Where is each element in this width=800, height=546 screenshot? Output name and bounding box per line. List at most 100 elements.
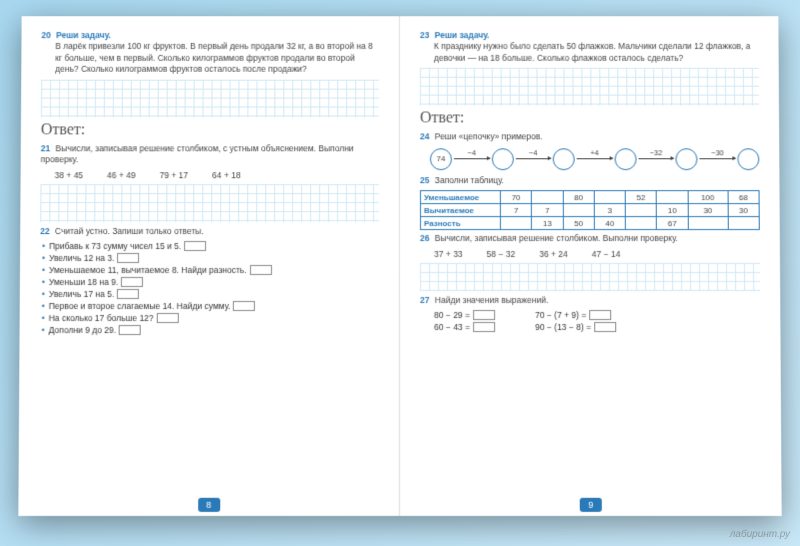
task-body: Найди значения выражений. — [435, 295, 549, 305]
page-right: 23 Реши задачу. К празднику нужно было с… — [400, 16, 782, 516]
work-grid — [420, 263, 760, 291]
task-num: 22 — [40, 226, 50, 236]
task-26: 26 Вычисли, записывая решение столбиком.… — [420, 233, 760, 244]
arrow-label: −30 — [711, 149, 724, 158]
bullet-icon: • — [42, 289, 45, 299]
chain-circle — [491, 148, 513, 170]
answer-label: Ответ: — [420, 110, 759, 128]
chain-circle — [737, 148, 759, 170]
table-cell: 7 — [500, 204, 531, 217]
arith-row: 38 + 45 46 + 49 79 + 17 64 + 18 — [55, 170, 380, 180]
task-num: 26 — [420, 233, 429, 243]
answer-box — [473, 322, 495, 332]
arrow-label: −4 — [467, 149, 476, 158]
book-spread: 20 Реши задачу. В ларёк привезли 100 кг … — [18, 16, 781, 516]
task-label: Реши задачу. — [435, 30, 490, 40]
chain-circle — [676, 148, 698, 170]
task-num: 24 — [420, 132, 429, 142]
table-row: Разность13504067 — [420, 217, 759, 230]
expr-row: 60 − 43 = 90 − (13 − 8) = — [434, 322, 760, 332]
table-cell: 7 — [532, 204, 563, 217]
answer-box — [233, 301, 255, 311]
table-cell: 100 — [688, 191, 728, 204]
table-cell: 13 — [532, 217, 563, 230]
mental-item: •Уменьши 18 на 9. — [42, 277, 379, 287]
expr: 60 − 43 = — [434, 322, 495, 332]
task-body: Считай устно. Запиши только ответы. — [55, 226, 204, 236]
mental-text: Прибавь к 73 сумму чисел 15 и 5. — [49, 241, 181, 251]
task-body: Вычисли, записывая решение столбиком. Вы… — [435, 233, 678, 243]
row-label: Вычитаемое — [420, 204, 500, 217]
arrow-label: +4 — [590, 149, 599, 158]
row-label: Уменьшаемое — [420, 191, 500, 204]
task-body: К празднику нужно было сделать 50 флажко… — [420, 41, 759, 64]
expr: 46 + 49 — [107, 170, 136, 180]
task-24: 24 Реши «цепочку» примеров. — [420, 132, 759, 143]
answer-box — [589, 310, 611, 320]
task-num: 27 — [420, 295, 429, 305]
fill-table: Уменьшаемое70805210068Вычитаемое77310303… — [420, 190, 760, 230]
table-cell: 80 — [563, 191, 594, 204]
chain-arrow: −30 — [700, 159, 736, 160]
answer-box — [157, 313, 179, 323]
chain-arrow: +4 — [577, 159, 613, 160]
expr: 90 − (13 − 8) = — [535, 322, 616, 332]
answer-box — [250, 265, 272, 275]
chain-circle — [553, 148, 575, 170]
page-number: 8 — [198, 498, 220, 512]
arrow-label: −4 — [529, 149, 538, 158]
table-cell: 3 — [594, 204, 625, 217]
table-cell: 30 — [688, 204, 728, 217]
task-body: Заполни таблицу. — [435, 175, 504, 185]
chain-arrow: −32 — [638, 159, 674, 160]
task-body: Вычисли, записывая решение столбиком, с … — [41, 143, 354, 164]
expr: 38 + 45 — [55, 170, 84, 180]
answer-box — [473, 310, 495, 320]
work-grid — [40, 184, 379, 222]
answer-box — [121, 277, 143, 287]
task-num: 23 — [420, 30, 429, 40]
expr-block: 80 − 29 = 70 − (7 + 9) = 60 − 43 = 90 − (13… — [434, 310, 760, 332]
expr: 64 + 18 — [212, 170, 241, 180]
bullet-icon: • — [42, 313, 45, 323]
answer-box — [594, 322, 616, 332]
chain-arrow: −4 — [515, 159, 551, 160]
task-label: Реши задачу. — [56, 30, 111, 40]
table-cell — [728, 217, 759, 230]
work-grid — [41, 80, 379, 118]
mental-text: Уменьши 18 на 9. — [49, 277, 118, 287]
mental-item: •Первое и второе слагаемые 14. Найди сум… — [42, 301, 379, 311]
expr: 79 + 17 — [160, 170, 189, 180]
bullet-icon: • — [42, 241, 45, 251]
bullet-icon: • — [42, 253, 45, 263]
table-row: Вычитаемое773103030 — [420, 204, 759, 217]
task-23: 23 Реши задачу. К празднику нужно было с… — [420, 30, 759, 64]
expr-row: 80 − 29 = 70 − (7 + 9) = — [434, 310, 760, 320]
task-27: 27 Найди значения выражений. — [420, 295, 760, 306]
mental-item: • Прибавь к 73 сумму чисел 15 и 5. — [42, 241, 379, 251]
task-num: 21 — [41, 143, 51, 153]
chain-circle: 74 — [430, 148, 452, 170]
expr: 36 + 24 — [539, 249, 568, 259]
expr: 37 + 33 — [434, 249, 463, 259]
table-cell — [688, 217, 728, 230]
page-left: 20 Реши задачу. В ларёк привезли 100 кг … — [18, 16, 400, 516]
expr: 47 − 14 — [592, 249, 621, 259]
mental-text: Первое и второе слагаемые 14. Найди сумм… — [49, 301, 231, 311]
page-number: 9 — [580, 498, 602, 512]
arrow-label: −32 — [650, 149, 663, 158]
task-body: Реши «цепочку» примеров. — [435, 132, 543, 142]
task-22: 22 Считай устно. Запиши только ответы. — [40, 226, 379, 237]
table-cell: 68 — [728, 191, 759, 204]
table-cell — [625, 217, 656, 230]
expr: 80 − 29 = — [434, 310, 495, 320]
expr: 70 − (7 + 9) = — [535, 310, 611, 320]
task-21: 21 Вычисли, записывая решение столбиком,… — [41, 143, 379, 166]
task-20: 20 Реши задачу. В ларёк привезли 100 кг … — [41, 30, 379, 76]
task-num: 20 — [41, 30, 50, 40]
mental-text: Увеличь 12 на 3. — [49, 253, 114, 263]
table-cell — [594, 191, 625, 204]
mental-item: •На сколько 17 больше 12? — [42, 313, 379, 323]
mental-text: Уменьшаемое 11, вычитаемое 8. Найди разн… — [49, 265, 247, 275]
row-label: Разность — [420, 217, 500, 230]
